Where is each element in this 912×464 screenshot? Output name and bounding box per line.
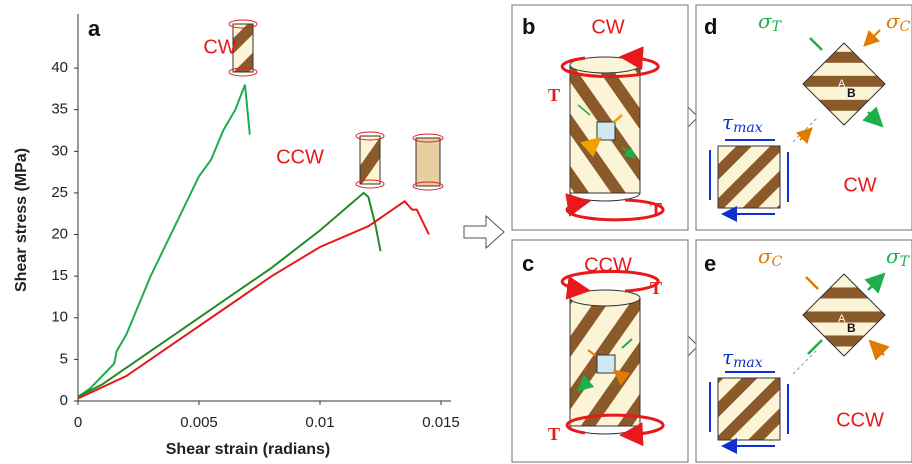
point-label: A (838, 78, 846, 90)
point-label: A (838, 313, 846, 325)
panel-title: CW (591, 16, 624, 38)
annotation: a (88, 16, 101, 41)
panel-title: CCW (584, 254, 632, 276)
direction-label: CW (843, 174, 876, 196)
arrow (464, 216, 504, 248)
torque-label: T (650, 199, 662, 219)
x-tick-label: 0 (74, 414, 82, 431)
specimen-icon (229, 20, 443, 190)
subscript: max (733, 355, 763, 371)
subscript: max (733, 120, 763, 136)
panel-label: c (522, 251, 534, 276)
panel-label: b (522, 14, 535, 39)
y-tick-label: 10 (51, 309, 68, 326)
point-label: B (847, 321, 856, 335)
torque-label: T (548, 85, 560, 105)
torque-label: T (650, 278, 662, 298)
figure: b CW T T c CCW T T d e σTσCτmaxABCWσCσTτ… (0, 0, 912, 464)
annotation: CCW (276, 146, 324, 168)
subscript: C (772, 254, 783, 270)
x-tick-label: 0.005 (180, 414, 218, 431)
subscript: C (900, 19, 911, 35)
torque-label: T (548, 424, 560, 444)
series-line (78, 193, 381, 397)
y-tick-label: 0 (60, 392, 68, 409)
page: {"chart_data":{"type":"line","x_label":"… (0, 0, 912, 464)
x-tick-label: 0.01 (305, 414, 334, 431)
x-axis-label: Shear strain (radians) (166, 441, 331, 458)
y-tick-label: 25 (51, 184, 68, 201)
y-tick-label: 15 (51, 267, 68, 284)
y-tick-label: 30 (51, 142, 68, 159)
panel-label: d (704, 14, 717, 39)
y-tick-label: 35 (51, 101, 68, 118)
y-axis-label: Shear stress (MPa) (13, 148, 30, 292)
panel-label: e (704, 251, 716, 276)
x-tick-label: 0.015 (422, 414, 460, 431)
annotation: CW (203, 36, 236, 58)
direction-label: CCW (836, 409, 884, 431)
y-tick-label: 20 (51, 226, 68, 243)
point-label: B (847, 86, 856, 100)
y-tick-label: 5 (60, 350, 68, 367)
y-tick-label: 40 (51, 59, 68, 76)
